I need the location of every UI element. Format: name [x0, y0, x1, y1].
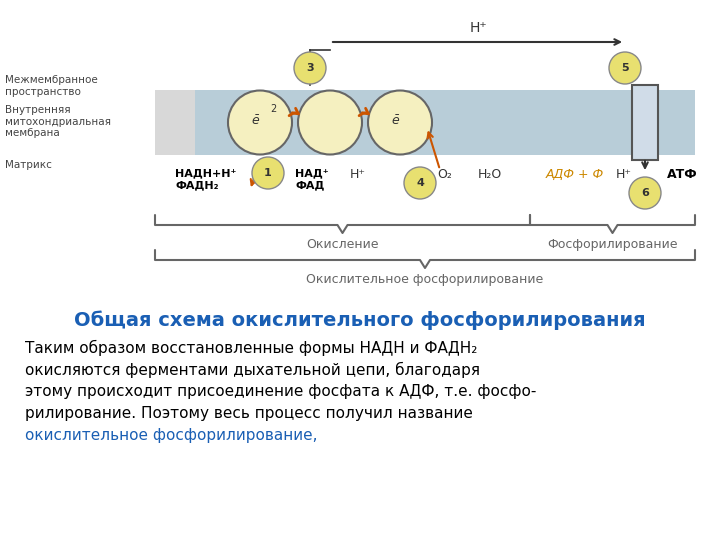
- Text: НАДН+Н⁺
ФАДН₂: НАДН+Н⁺ ФАДН₂: [175, 168, 236, 191]
- Text: АТФ: АТФ: [667, 168, 698, 181]
- Text: H⁺: H⁺: [469, 21, 487, 35]
- Circle shape: [629, 177, 661, 209]
- Text: 5: 5: [621, 63, 629, 73]
- Text: 3: 3: [306, 63, 314, 73]
- Circle shape: [252, 157, 284, 189]
- Text: ē: ē: [251, 114, 259, 127]
- Text: Межмембранное
пространство: Межмембранное пространство: [5, 75, 98, 97]
- Text: 2: 2: [270, 104, 276, 113]
- Circle shape: [609, 52, 641, 84]
- Circle shape: [368, 91, 432, 154]
- Text: рилирование. Поэтому весь процесс получил название: рилирование. Поэтому весь процесс получи…: [25, 406, 473, 421]
- Bar: [155, 90, 195, 155]
- Text: H⁺: H⁺: [350, 168, 366, 181]
- Text: 6: 6: [641, 188, 649, 198]
- Bar: [155, 90, 695, 155]
- Text: 4: 4: [416, 178, 424, 188]
- Text: Таким образом восстановленные формы НАДН и ФАДН₂: Таким образом восстановленные формы НАДН…: [25, 340, 477, 356]
- Text: Общая схема окислительного фосфорилирования: Общая схема окислительного фосфорилирова…: [74, 310, 646, 329]
- Text: H₂O: H₂O: [478, 168, 502, 181]
- Text: АДФ + Ф: АДФ + Ф: [546, 168, 604, 181]
- Text: H⁺: H⁺: [616, 168, 632, 181]
- Text: ē: ē: [391, 114, 399, 127]
- Text: этому происходит присоединение фосфата к АДФ, т.е. фосфо-: этому происходит присоединение фосфата к…: [25, 384, 536, 399]
- Text: Фосфорилирование: Фосфорилирование: [547, 238, 678, 251]
- Bar: [632, 85, 658, 160]
- Text: НАД⁺
ФАД: НАД⁺ ФАД: [295, 168, 328, 191]
- Circle shape: [228, 91, 292, 154]
- Text: O₂: O₂: [438, 168, 452, 181]
- Text: окисляются ферментами дыхательной цепи, благодаря: окисляются ферментами дыхательной цепи, …: [25, 362, 480, 378]
- Text: окислительное фосфорилирование,: окислительное фосфорилирование,: [25, 428, 318, 443]
- Text: Внутренняя
митохондриальная
мембрана: Внутренняя митохондриальная мембрана: [5, 105, 111, 138]
- Text: Окисление: Окисление: [306, 238, 379, 251]
- Text: Окислительное фосфорилирование: Окислительное фосфорилирование: [307, 273, 544, 286]
- Circle shape: [298, 91, 362, 154]
- Text: Матрикс: Матрикс: [5, 160, 52, 170]
- Circle shape: [404, 167, 436, 199]
- Circle shape: [294, 52, 326, 84]
- Text: 1: 1: [264, 168, 272, 178]
